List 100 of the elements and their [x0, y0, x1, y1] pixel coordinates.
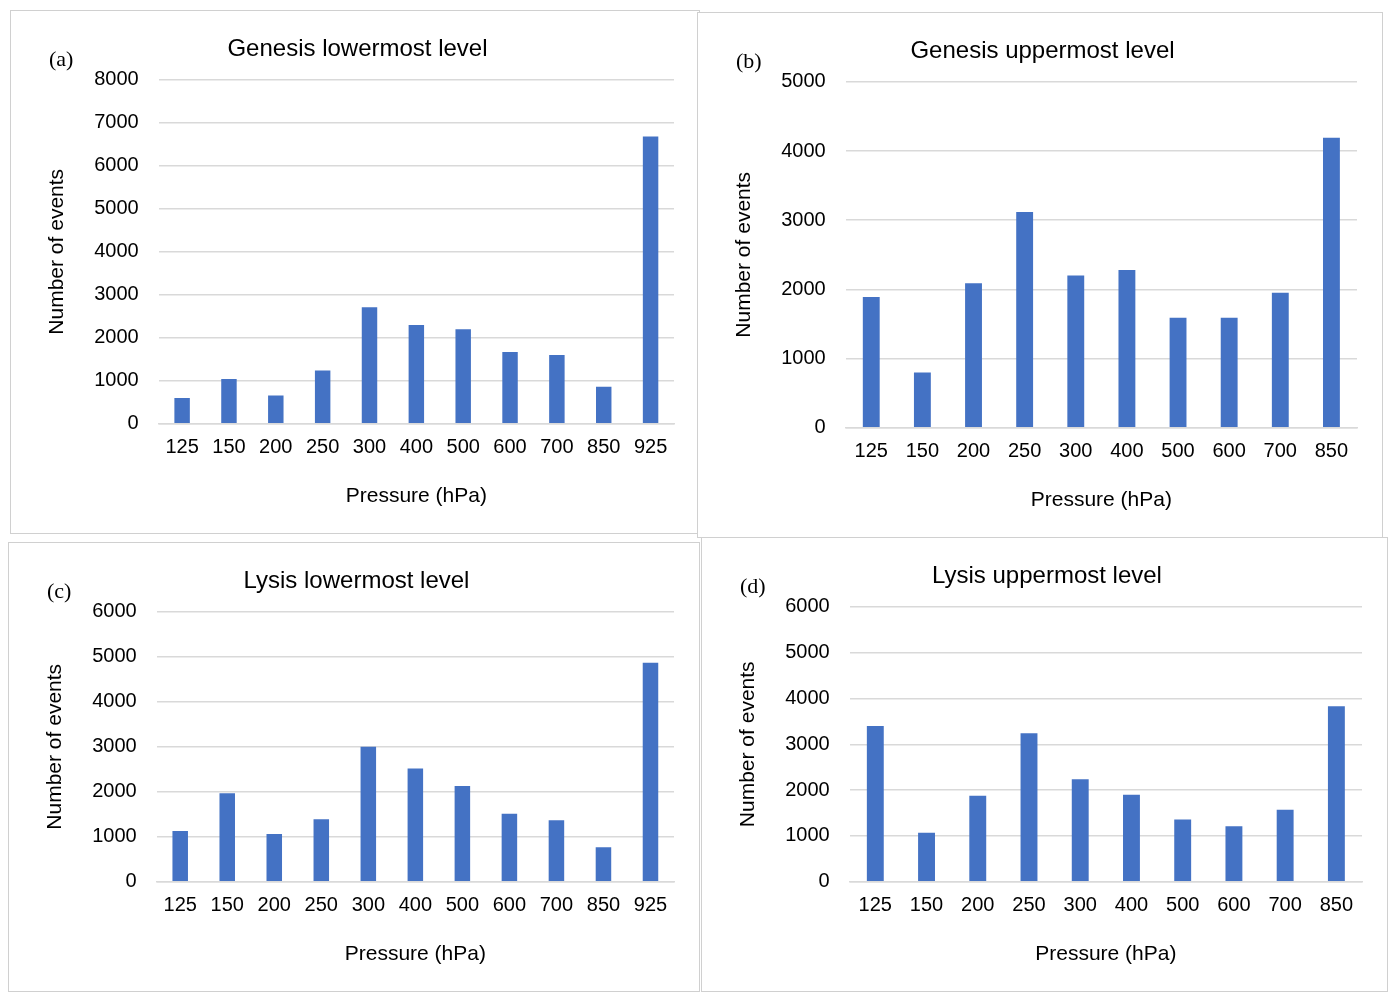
bar: [642, 662, 659, 882]
x-tick-label: 500: [446, 435, 480, 458]
bar: [866, 725, 884, 882]
x-tick-label: 600: [1217, 893, 1251, 916]
y-tick-label: 0: [127, 411, 139, 434]
x-tick-label: 250: [1012, 893, 1046, 916]
bar: [313, 819, 330, 882]
x-tick-label: 250: [1007, 439, 1042, 462]
chart-title: Lysis uppermost level: [932, 561, 1162, 589]
bar: [596, 386, 612, 424]
y-tick-label: 3000: [785, 731, 830, 754]
bar: [1271, 292, 1289, 428]
bar: [266, 834, 283, 882]
x-tick-label: 850: [586, 893, 621, 916]
x-tick-label: 700: [539, 893, 574, 916]
chart-title: Lysis lowermost level: [243, 566, 470, 594]
x-tick-label: 150: [210, 893, 244, 916]
x-tick-label: 700: [1263, 439, 1297, 462]
x-tick-label: 500: [1161, 439, 1195, 462]
x-tick-label: 400: [1114, 893, 1149, 916]
y-tick-label: 5000: [785, 640, 830, 663]
y-tick-label: 5000: [781, 69, 826, 92]
x-tick-label: 125: [165, 435, 199, 458]
y-axis-title: Number of events: [42, 663, 66, 830]
bar: [969, 795, 987, 882]
bar: [455, 329, 471, 424]
x-tick-label: 400: [399, 435, 434, 458]
y-tick-label: 3000: [94, 282, 139, 305]
y-tick-label: 2000: [94, 325, 139, 348]
x-tick-label: 400: [398, 893, 433, 916]
x-axis-title: Pressure (hPa): [1035, 941, 1177, 965]
x-tick-label: 700: [1268, 893, 1302, 916]
x-tick-label: 125: [858, 893, 892, 916]
y-tick-label: 5000: [92, 644, 137, 667]
bar: [454, 785, 471, 882]
bar: [1123, 794, 1140, 882]
bar: [1071, 779, 1089, 882]
x-tick-label: 600: [1212, 439, 1246, 462]
bar: [1276, 809, 1294, 882]
x-tick-label: 400: [1110, 439, 1144, 462]
x-tick-label: 600: [493, 435, 527, 458]
bar: [501, 813, 518, 882]
y-tick-label: 1000: [94, 368, 139, 391]
y-tick-label: 4000: [785, 685, 830, 708]
x-tick-label: 600: [492, 893, 527, 916]
chart-title: Genesis lowermost level: [227, 34, 488, 62]
x-tick-label: 300: [352, 435, 387, 458]
x-tick-label: 850: [1314, 439, 1349, 462]
y-tick-label: 6000: [785, 594, 830, 617]
x-tick-label: 925: [633, 435, 668, 458]
y-tick-label: 4000: [94, 239, 139, 262]
y-tick-label: 5000: [94, 196, 139, 219]
bar: [361, 307, 378, 424]
y-tick-label: 2000: [785, 777, 830, 800]
x-tick-label: 200: [956, 439, 991, 462]
x-tick-label: 500: [1166, 893, 1200, 916]
y-tick-label: 7000: [94, 110, 139, 133]
y-tick-label: 4000: [92, 689, 137, 712]
y-tick-label: 3000: [92, 734, 137, 757]
bar: [1225, 826, 1243, 882]
bar: [1220, 317, 1238, 428]
chart-title: Genesis uppermost level: [910, 36, 1175, 64]
x-tick-label: 150: [909, 893, 944, 916]
x-tick-label: 150: [905, 439, 940, 462]
bar: [1323, 137, 1340, 428]
bar: [1327, 706, 1345, 882]
x-tick-label: 200: [259, 435, 293, 458]
x-tick-label: 300: [351, 893, 386, 916]
y-axis-title: Number of events: [731, 171, 755, 338]
bar: [642, 136, 659, 424]
y-tick-label: 6000: [92, 599, 137, 622]
x-tick-label: 200: [961, 893, 995, 916]
x-tick-label: 125: [163, 893, 197, 916]
bar: [913, 372, 931, 428]
x-tick-label: 125: [854, 439, 888, 462]
y-tick-label: 0: [125, 869, 137, 892]
bar: [1174, 819, 1192, 882]
y-tick-label: 6000: [94, 153, 139, 176]
bar: [408, 324, 425, 424]
bar: [1020, 733, 1038, 882]
bar: [268, 395, 284, 424]
x-tick-label: 850: [1319, 893, 1354, 916]
y-axis-title: Number of events: [735, 661, 759, 828]
bar: [595, 847, 612, 882]
x-tick-label: 250: [305, 435, 340, 458]
text: (c): [47, 577, 72, 603]
y-tick-label: 0: [818, 869, 830, 892]
text: (d): [740, 572, 766, 598]
x-tick-label: 700: [540, 435, 574, 458]
text: (a): [49, 45, 74, 71]
y-axis-title: Number of events: [44, 168, 68, 335]
x-tick-label: 200: [257, 893, 291, 916]
bar: [862, 297, 880, 428]
bar: [314, 370, 331, 424]
bar: [407, 768, 424, 882]
x-tick-label: 300: [1059, 439, 1093, 462]
x-tick-label: 150: [212, 435, 246, 458]
y-tick-label: 3000: [781, 207, 826, 230]
bar: [219, 793, 235, 882]
x-tick-label: 250: [304, 893, 338, 916]
